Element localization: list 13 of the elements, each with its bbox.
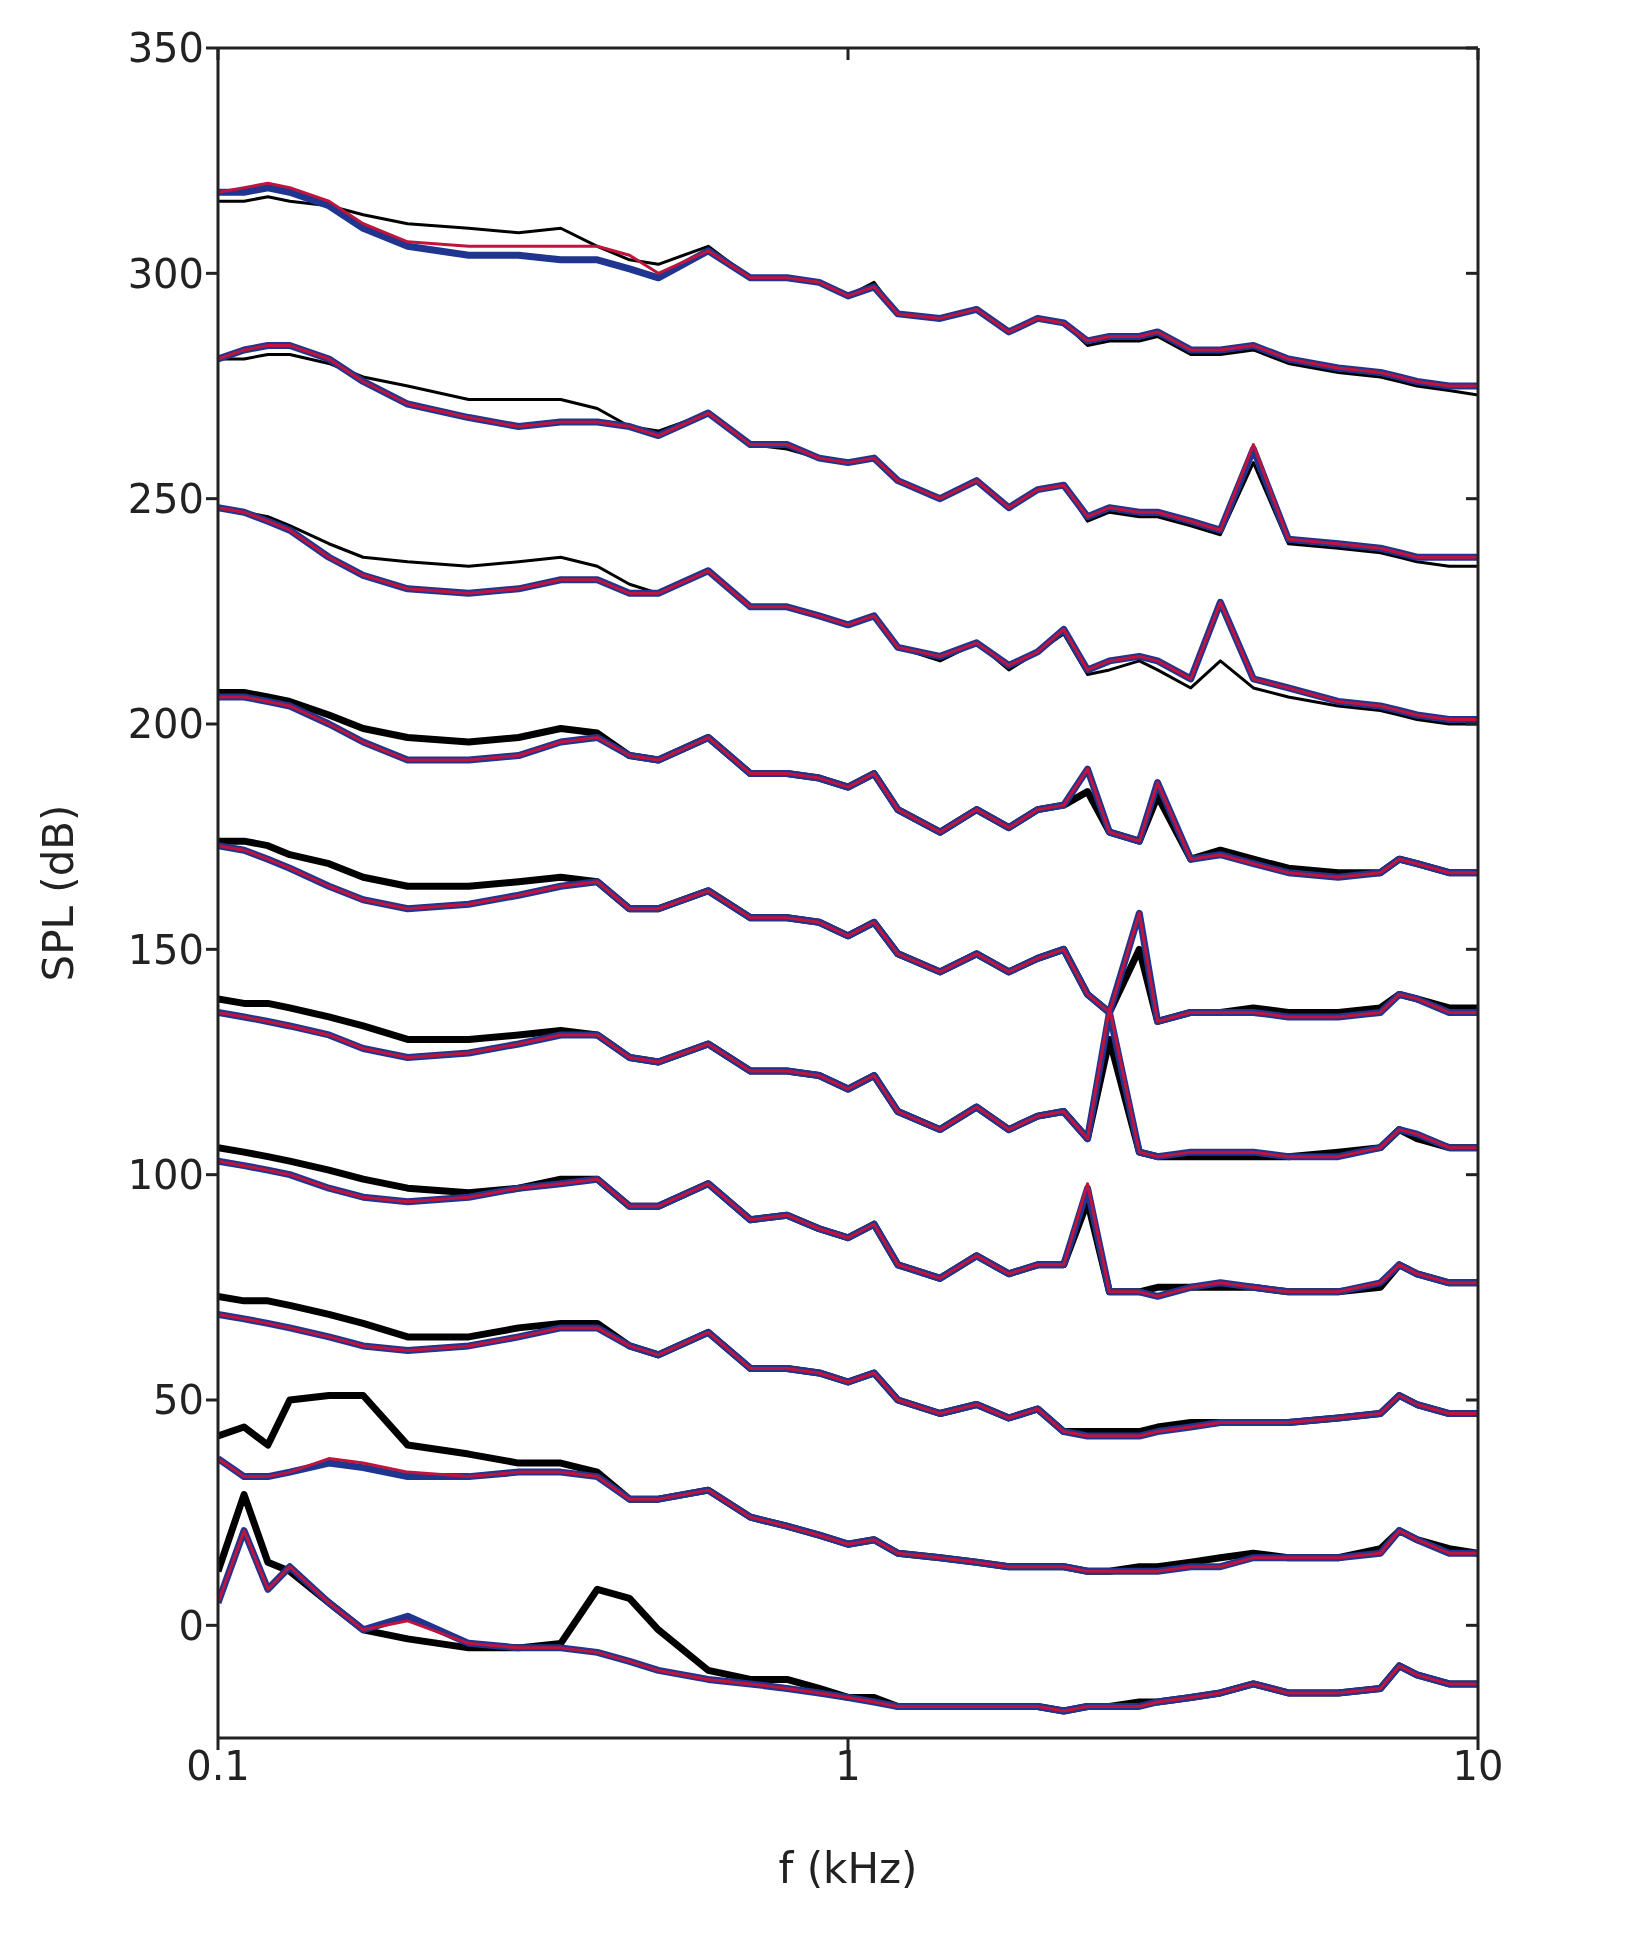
y-tick-label: 350 <box>127 25 204 72</box>
y-tick-label: 300 <box>127 250 204 297</box>
x-tick-label: 10 <box>1452 1743 1504 1790</box>
y-tick-label: 200 <box>127 701 204 748</box>
y-tick-label: 50 <box>153 1377 204 1424</box>
x-tick-label: 0.1 <box>186 1743 250 1790</box>
y-tick-label: 250 <box>127 475 204 522</box>
y-axis-title: SPL (dB) <box>33 804 83 982</box>
y-tick-label: 0 <box>178 1602 204 1649</box>
y-tick-label: 150 <box>127 926 204 973</box>
x-axis-title: f (kHz) <box>778 1844 918 1893</box>
y-tick-label: 100 <box>127 1151 204 1198</box>
x-tick-label: 1 <box>835 1743 861 1790</box>
